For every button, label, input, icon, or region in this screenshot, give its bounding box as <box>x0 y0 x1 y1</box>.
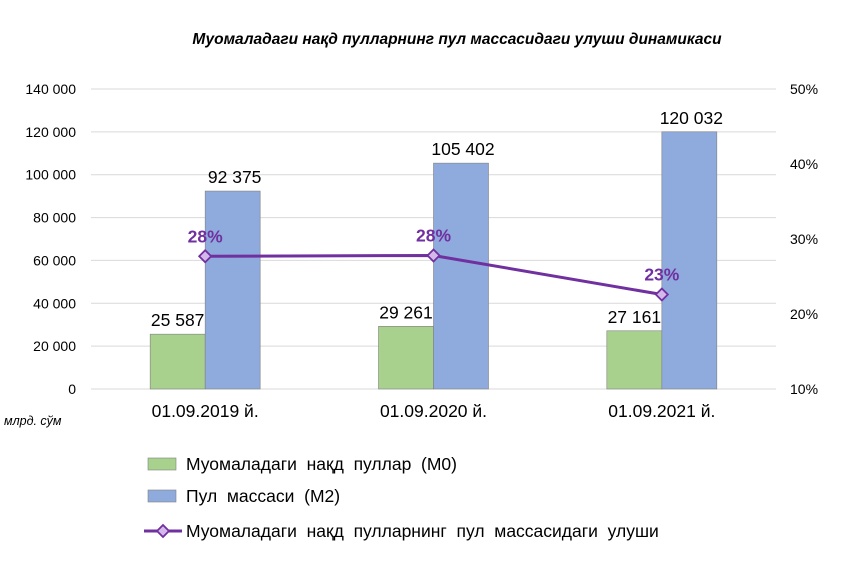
left-axis-unit-label: млрд. сўм <box>4 414 62 428</box>
bar-m0 <box>606 330 663 390</box>
bar-data-label: 25 587 <box>151 310 205 330</box>
bar-m0 <box>149 333 206 390</box>
category-label: 01.09.2019 й. <box>152 401 259 421</box>
right-tick-label: 50% <box>790 81 818 97</box>
legend-swatch <box>147 457 177 471</box>
category-label: 01.09.2020 й. <box>380 401 487 421</box>
legend-marker <box>155 523 171 539</box>
share-data-label: 23% <box>644 265 679 285</box>
bar-data-label: 29 261 <box>379 302 433 322</box>
legend-label: Пул массаси (М2) <box>186 486 340 506</box>
left-axis-ticks: 0 20 000 40 000 60 000 80 000 100 000 120 000 1… <box>25 81 76 397</box>
bar-data-labels: 25 587 29 261 27 161 92 375 105 402 120 032 <box>151 108 723 330</box>
right-tick-label: 10% <box>790 381 818 397</box>
bar-m2 <box>661 131 718 390</box>
share-line-marker <box>426 248 441 263</box>
bar-data-label: 27 161 <box>608 307 662 327</box>
category-label: 01.09.2021 й. <box>608 401 715 421</box>
left-tick-label: 40 000 <box>33 295 76 311</box>
bar-m2 <box>204 190 261 390</box>
bar-m0 <box>378 325 434 390</box>
bar-data-label: 92 375 <box>208 167 262 187</box>
bar-data-label: 120 032 <box>660 108 723 128</box>
legend-swatch <box>147 489 177 503</box>
share-line: 28% 28% 23% <box>188 226 680 302</box>
share-data-label: 28% <box>188 226 223 246</box>
left-tick-label: 60 000 <box>33 252 76 268</box>
category-labels: 01.09.2019 й. 01.09.2020 й. 01.09.2021 й. <box>152 401 716 421</box>
right-tick-label: 20% <box>790 306 818 322</box>
left-tick-label: 20 000 <box>33 338 76 354</box>
bar-m2 <box>433 162 489 390</box>
right-axis-ticks: 10% 20% 30% 40% 50% <box>790 81 818 397</box>
legend-label: Муомаладаги нақд пулларнинг пул массасид… <box>186 521 659 541</box>
legend: Муомаладаги нақд пуллар (М0) Пул массаси … <box>144 454 659 541</box>
right-tick-label: 30% <box>790 231 818 247</box>
right-tick-label: 40% <box>790 156 818 172</box>
share-line-marker <box>197 248 213 264</box>
left-tick-label: 0 <box>68 381 76 397</box>
share-line-marker <box>654 287 670 302</box>
share-data-label: 28% <box>416 226 451 246</box>
bar-data-label: 105 402 <box>431 139 494 159</box>
bars <box>149 131 718 390</box>
left-tick-label: 120 000 <box>25 124 76 140</box>
left-tick-label: 100 000 <box>25 167 76 183</box>
left-tick-label: 140 000 <box>25 81 76 97</box>
legend-label: Муомаладаги нақд пуллар (М0) <box>186 454 457 474</box>
left-tick-label: 80 000 <box>33 210 76 226</box>
chart-title: Муомаладаги нақд пулларнинг пул массасид… <box>192 31 722 48</box>
